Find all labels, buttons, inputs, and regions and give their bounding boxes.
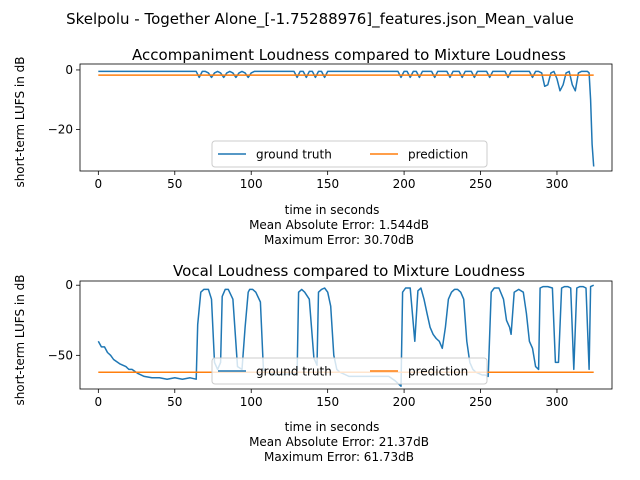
subplot-accompaniment: Accompaniment Loudness compared to Mixtu… <box>13 46 613 247</box>
subplot-vocal: Vocal Loudness compared to Mixture Loudn… <box>13 262 613 464</box>
legend-box <box>211 357 488 385</box>
x-tick-label: 300 <box>546 395 569 409</box>
figure-title: Skelpolu - Together Alone_[-1.75288976]_… <box>66 10 574 29</box>
x-tick-label: 250 <box>469 395 492 409</box>
maximum-error-text: Maximum Error: 61.73dB <box>264 450 414 464</box>
legend: ground truth prediction <box>211 357 488 385</box>
plot-area: 0 50 100 150 200 250 300 0 −50 ground truth predic… <box>48 278 613 409</box>
x-tick-label: 0 <box>95 177 103 191</box>
y-tick-label: −50 <box>48 348 73 362</box>
legend: ground truth prediction <box>211 140 488 168</box>
legend-label-0: ground truth <box>256 148 332 162</box>
series-group <box>98 70 595 167</box>
legend-label-1: prediction <box>408 365 468 379</box>
x-axis-label: time in seconds <box>285 420 380 434</box>
mean-absolute-error-text: Mean Absolute Error: 21.37dB <box>249 435 429 449</box>
y-tick-label: 0 <box>65 63 73 77</box>
x-tick-label: 200 <box>393 177 416 191</box>
axes-frame <box>79 63 613 172</box>
x-tick-label: 250 <box>469 177 492 191</box>
y-axis-label: short-term LUFS in dB <box>13 56 27 187</box>
x-axis-label: time in seconds <box>285 203 380 217</box>
x-tick-label: 200 <box>393 395 416 409</box>
x-tick-label: 100 <box>240 177 263 191</box>
x-tick-label: 50 <box>167 395 182 409</box>
legend-label-1: prediction <box>408 148 468 162</box>
x-tick-label: 50 <box>167 177 182 191</box>
x-tick-label: 150 <box>316 177 339 191</box>
y-tick-label: −20 <box>48 122 73 136</box>
x-tick-label: 150 <box>316 395 339 409</box>
legend-box <box>211 140 488 168</box>
chart-title: Vocal Loudness compared to Mixture Loudn… <box>173 262 525 280</box>
x-tick-label: 0 <box>95 395 103 409</box>
axes-frame <box>79 280 613 390</box>
x-tick-label: 100 <box>240 395 263 409</box>
plot-area: 0 50 100 150 200 250 300 0 −20 ground truth predic… <box>48 63 613 191</box>
chart-title: Accompaniment Loudness compared to Mixtu… <box>132 46 566 64</box>
y-axis-label: short-term LUFS in dB <box>13 274 27 405</box>
maximum-error-text: Maximum Error: 30.70dB <box>264 233 414 247</box>
mean-absolute-error-text: Mean Absolute Error: 1.544dB <box>249 218 429 232</box>
x-tick-label: 300 <box>546 177 569 191</box>
y-tick-label: 0 <box>65 278 73 292</box>
legend-label-0: ground truth <box>256 365 332 379</box>
